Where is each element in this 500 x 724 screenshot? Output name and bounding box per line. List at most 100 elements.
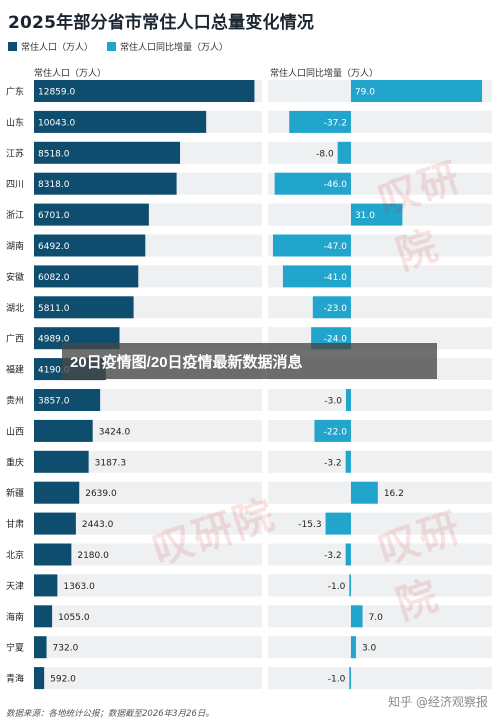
category-label: 广西 <box>6 333 24 345</box>
population-track <box>34 574 262 597</box>
population-data-label: 12859.0 <box>38 88 75 98</box>
population-data-label: 3187.3 <box>95 458 127 468</box>
population-bar <box>34 543 72 566</box>
category-label: 江苏 <box>6 147 24 159</box>
population-data-label: 2443.0 <box>82 520 114 530</box>
population-bar <box>34 667 45 690</box>
change-data-label: -46.0 <box>324 180 348 190</box>
change-track <box>268 512 492 535</box>
population-track <box>34 636 262 659</box>
category-label: 山东 <box>6 116 24 128</box>
change-data-label: -41.0 <box>324 273 348 283</box>
population-track <box>34 481 262 504</box>
population-track <box>34 605 262 628</box>
population-axis-label: 常住人口（万人） <box>34 69 107 79</box>
population-bar <box>34 203 149 226</box>
source-footer: 数据来源：各地统计公报；数据截至2026年3月26日。 <box>6 709 214 719</box>
change-bar <box>272 234 351 257</box>
population-bar <box>34 172 177 195</box>
population-data-label: 732.0 <box>53 644 79 654</box>
overlay-banner: 20日疫情图/20日疫情最新数据消息 <box>62 343 437 379</box>
population-track <box>34 543 262 566</box>
category-label: 贵州 <box>6 395 24 407</box>
change-track <box>268 574 492 597</box>
change-data-label: -3.0 <box>324 397 342 407</box>
population-data-label: 1055.0 <box>58 613 90 623</box>
change-data-label: -23.0 <box>324 304 348 314</box>
population-bar <box>34 419 93 442</box>
change-bar <box>312 296 351 319</box>
change-bar <box>349 667 351 690</box>
change-track <box>268 450 492 473</box>
site-watermark: 知乎 @经济观察报 <box>388 695 488 709</box>
category-label: 宁夏 <box>6 642 24 654</box>
population-data-label: 8518.0 <box>38 149 70 159</box>
change-data-label: 31.0 <box>355 211 375 221</box>
change-bar <box>345 450 351 473</box>
legend-label-population: 常住人口（万人） <box>21 43 94 53</box>
change-bar <box>289 110 351 133</box>
change-data-label: -24.0 <box>324 335 348 345</box>
change-data-label: 79.0 <box>355 88 375 98</box>
category-label: 山西 <box>6 426 24 437</box>
legend-item-change: 常住人口同比增量（万人） <box>107 40 228 53</box>
category-label: 湖北 <box>6 303 24 314</box>
population-data-label: 2180.0 <box>77 551 109 561</box>
population-data-label: 8318.0 <box>38 180 70 190</box>
population-bar <box>34 605 53 628</box>
change-data-label: -8.0 <box>316 149 334 159</box>
change-data-label: -3.2 <box>324 551 342 561</box>
population-data-label: 3424.0 <box>99 427 131 437</box>
change-data-label: -1.0 <box>328 675 346 685</box>
category-label: 四川 <box>6 180 24 190</box>
category-label: 北京 <box>6 549 24 561</box>
population-bar <box>34 389 101 411</box>
population-bar <box>34 234 146 257</box>
change-track <box>268 141 492 164</box>
category-label: 福建 <box>6 364 24 376</box>
population-track <box>34 450 262 473</box>
legend-item-population: 常住人口（万人） <box>8 40 93 53</box>
change-data-label: -22.0 <box>324 427 348 437</box>
population-data-label: 2639.0 <box>85 489 117 499</box>
change-bar <box>325 512 351 535</box>
change-bar <box>282 265 351 288</box>
category-label: 新疆 <box>6 487 24 499</box>
change-bar <box>350 481 378 504</box>
population-bar <box>34 80 255 102</box>
population-bar <box>34 265 139 288</box>
change-data-label: -1.0 <box>328 582 346 592</box>
change-track <box>268 543 492 566</box>
population-bar <box>34 296 134 319</box>
change-axis-label: 常住人口同比增量（万人） <box>270 69 379 79</box>
population-track <box>34 512 262 535</box>
change-data-label: -3.2 <box>324 458 342 468</box>
change-data-label: -15.3 <box>298 520 321 530</box>
population-data-label: 10043.0 <box>38 118 75 128</box>
legend: 常住人口（万人） 常住人口同比增量（万人） <box>8 40 242 53</box>
change-bar <box>350 605 363 628</box>
change-data-label: -37.2 <box>324 118 347 128</box>
category-label: 安徽 <box>6 271 24 283</box>
legend-swatch-population <box>8 42 17 51</box>
population-bar <box>34 450 89 473</box>
population-data-label: 6701.0 <box>38 211 70 221</box>
change-track <box>268 481 492 504</box>
change-track <box>268 296 492 319</box>
change-bar <box>314 419 351 442</box>
category-label: 广东 <box>6 86 24 98</box>
change-track <box>268 605 492 628</box>
population-bar <box>34 636 47 659</box>
category-label: 重庆 <box>6 456 24 468</box>
change-bar <box>345 543 351 566</box>
population-track <box>34 667 262 690</box>
population-data-label: 6492.0 <box>38 242 70 252</box>
population-data-label: 5811.0 <box>38 304 70 314</box>
change-data-label: 7.0 <box>369 613 384 623</box>
population-bar <box>34 481 80 504</box>
change-bar <box>350 203 403 226</box>
population-data-label: 4989.0 <box>38 335 70 345</box>
population-data-label: 592.0 <box>50 675 76 685</box>
population-data-label: 4190.0 <box>38 366 70 376</box>
change-data-label: 16.2 <box>384 489 404 499</box>
